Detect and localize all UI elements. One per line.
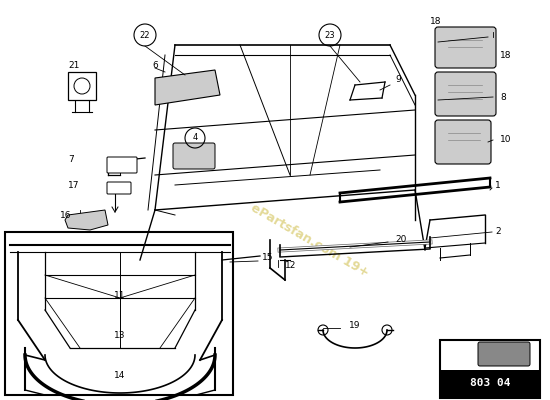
FancyBboxPatch shape xyxy=(107,157,137,173)
Text: 19: 19 xyxy=(349,320,361,330)
FancyBboxPatch shape xyxy=(435,72,496,116)
Text: 23: 23 xyxy=(324,30,336,40)
FancyBboxPatch shape xyxy=(440,340,540,398)
FancyBboxPatch shape xyxy=(435,120,491,164)
FancyBboxPatch shape xyxy=(68,72,96,100)
Text: 10: 10 xyxy=(500,136,512,144)
Text: 8: 8 xyxy=(500,92,506,102)
Polygon shape xyxy=(155,70,220,105)
FancyBboxPatch shape xyxy=(173,143,215,169)
Text: 14: 14 xyxy=(114,370,126,380)
Text: 17: 17 xyxy=(68,180,80,190)
Text: 15: 15 xyxy=(262,254,273,262)
Text: 18: 18 xyxy=(430,18,442,26)
Text: 2: 2 xyxy=(495,228,500,236)
Text: 12: 12 xyxy=(285,260,296,270)
Text: 16: 16 xyxy=(60,210,72,220)
FancyBboxPatch shape xyxy=(107,182,131,194)
Text: 9: 9 xyxy=(395,76,401,84)
Text: 18: 18 xyxy=(500,50,512,60)
Text: 4: 4 xyxy=(192,134,197,142)
Polygon shape xyxy=(65,210,108,230)
Text: 20: 20 xyxy=(395,236,406,244)
Text: 6: 6 xyxy=(152,60,158,70)
Text: 21: 21 xyxy=(68,60,79,70)
Text: 22: 22 xyxy=(140,30,150,40)
FancyBboxPatch shape xyxy=(478,342,530,366)
FancyBboxPatch shape xyxy=(440,370,540,398)
Text: 7: 7 xyxy=(68,156,74,164)
FancyBboxPatch shape xyxy=(5,232,233,395)
Text: 13: 13 xyxy=(114,330,126,340)
FancyBboxPatch shape xyxy=(435,27,496,68)
Text: ePartsfan.com 19+: ePartsfan.com 19+ xyxy=(249,201,371,279)
Text: 803 04: 803 04 xyxy=(470,378,510,388)
Text: 1: 1 xyxy=(495,180,500,190)
Text: 11: 11 xyxy=(114,290,126,300)
